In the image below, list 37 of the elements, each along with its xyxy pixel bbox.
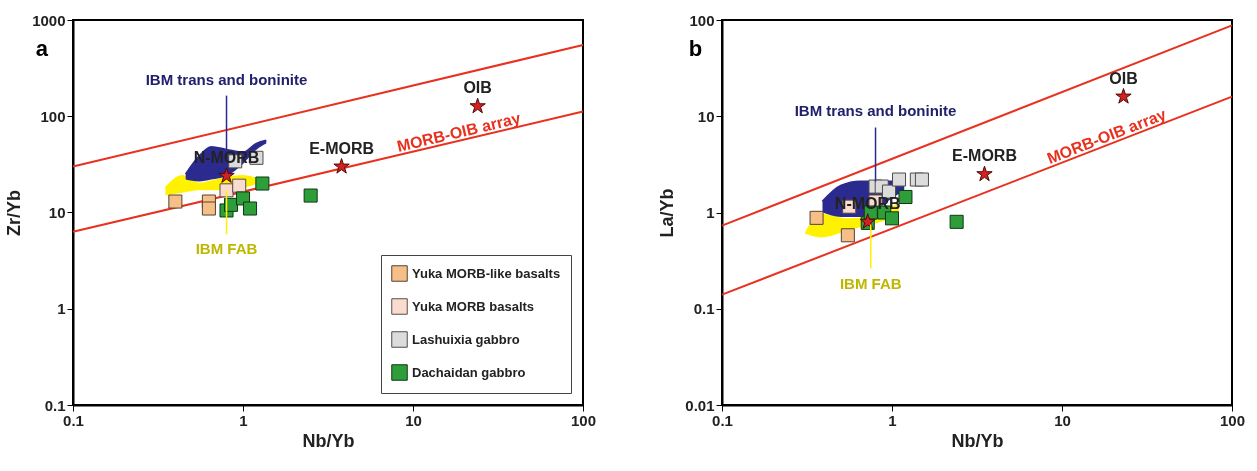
text: IBM trans and boninite [794,102,957,120]
annotation: OIB [463,79,492,97]
legend-label: Lashuixia gabbro [412,331,520,347]
text: IBM FAB [195,240,258,258]
annotation: E-MORB [309,139,375,157]
y-axis-title: La/Yb [657,188,678,238]
x-axis-title: Nb/Yb [302,430,355,451]
x-tick-label: 10 [405,411,422,429]
x-tick-label: 100 [1219,411,1246,429]
x-tick-label: 1 [239,411,248,429]
annotation: OIB [1109,69,1138,87]
y-tick-label: 1 [57,300,66,318]
y-tick-label: 0.1 [693,300,715,318]
y-tick-label: 10 [48,204,66,221]
y-tick-label: 10 [697,107,715,125]
y-tick-label: 0.01 [685,396,715,414]
annotation: E-MORB [952,147,1017,165]
x-tick-label: 10 [1054,411,1071,429]
x-tick-label: 1 [888,411,897,429]
text: a [35,36,49,61]
annotation: N-MORB [834,194,901,212]
y-tick-label: 100 [689,11,715,29]
text: IBM trans and boninite [145,70,308,88]
text: b [688,36,703,61]
y-tick-label: 0.1 [44,396,66,414]
y-tick-label: 1 [706,204,715,221]
y-tick-label: 100 [40,107,66,125]
y-axis-title: Zr/Yb [4,189,25,237]
x-tick-label: 0.1 [63,411,84,429]
x-axis-title: Nb/Yb [951,430,1004,451]
x-tick-label: 0.1 [712,411,733,429]
legend-label: Yuka MORB-like basalts [412,265,561,281]
legend-label: Yuka MORB basalts [412,298,535,314]
legend-label: Dachaidan gabbro [412,364,526,380]
text: IBM FAB [839,274,902,292]
x-tick-label: 100 [570,411,597,429]
y-tick-label: 1000 [32,11,66,29]
